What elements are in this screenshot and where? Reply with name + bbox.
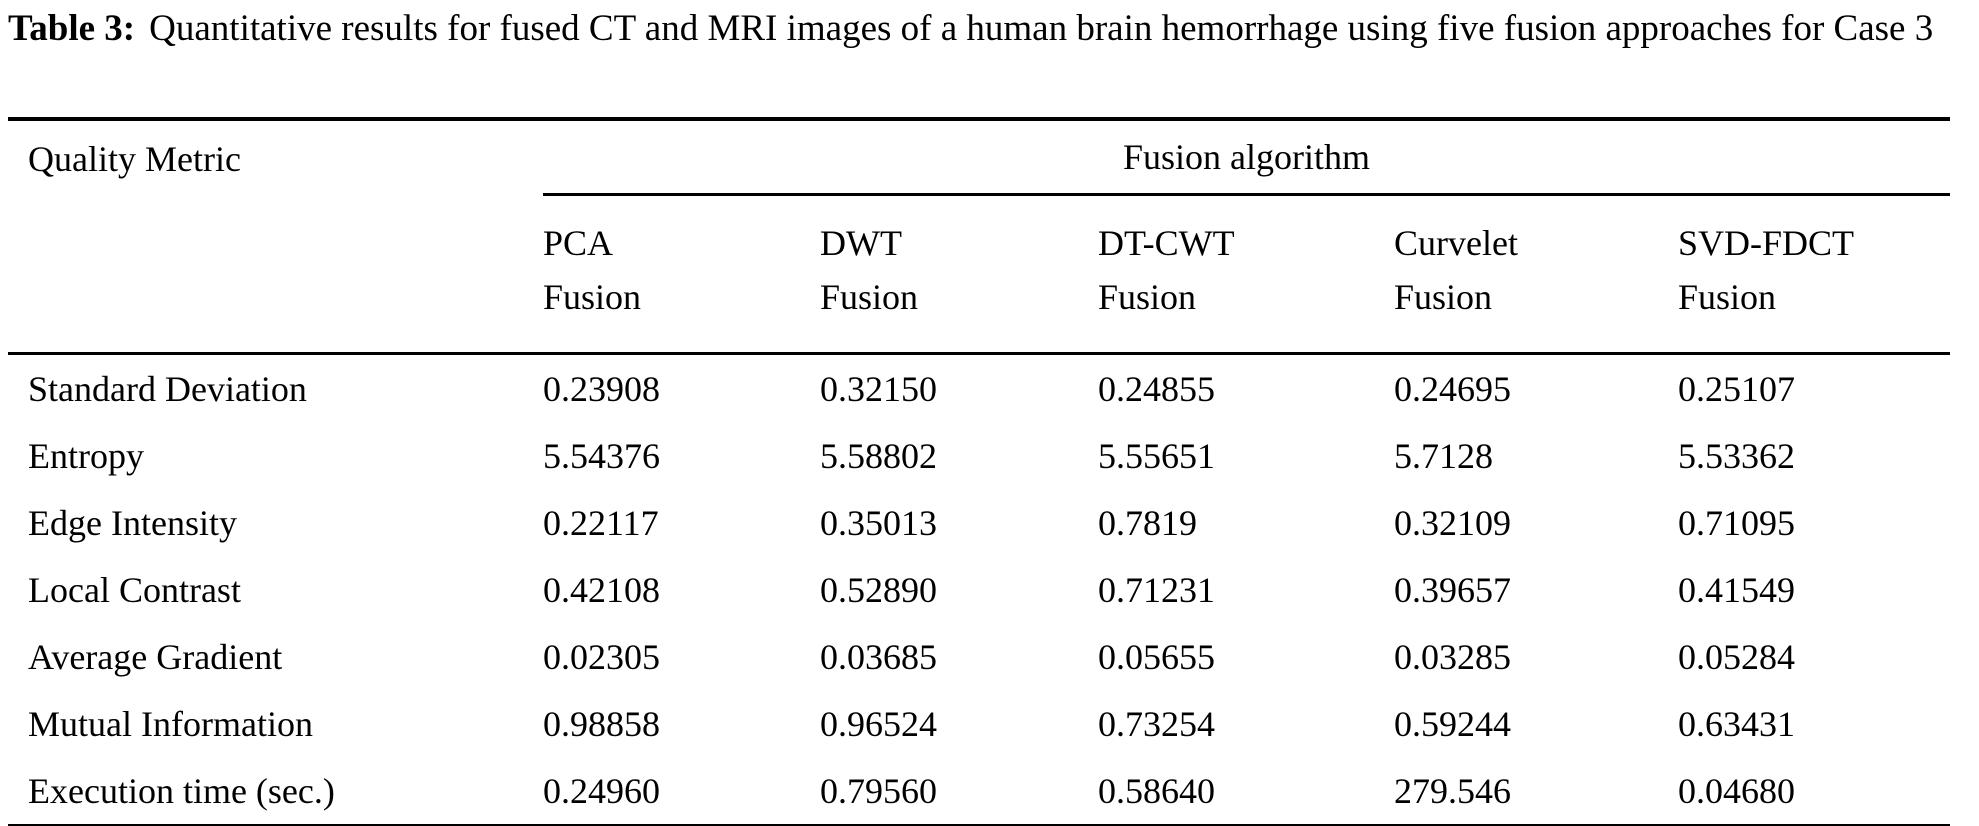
value-cell: 5.53362	[1678, 435, 1795, 476]
value-cell: 0.32109	[1394, 502, 1511, 543]
table-column-header-row: PCA Fusion DWT Fusion DT-CWT Fusion Curvelet Fu…	[8, 196, 1950, 352]
column-header-line1: DWT	[820, 223, 902, 263]
value-cell: 0.35013	[820, 502, 937, 543]
value-cell: 0.24855	[1098, 368, 1215, 409]
results-table: Quality Metric Fusion algorithm PCA Fusio…	[8, 117, 1950, 826]
value-cell: 0.71231	[1098, 569, 1215, 610]
value-cell: 0.79560	[820, 770, 937, 811]
table-row: Edge Intensity 0.22117 0.35013 0.7819 0.3210…	[8, 489, 1950, 556]
value-cell: 0.63431	[1678, 703, 1795, 744]
metric-label: Execution time (sec.)	[28, 770, 335, 811]
table-caption-label: Table 3:	[8, 8, 136, 49]
value-cell: 0.22117	[543, 502, 659, 543]
value-cell: 0.04680	[1678, 770, 1795, 811]
column-header-line2: Fusion	[1678, 277, 1777, 317]
metric-label: Standard Deviation	[28, 368, 307, 409]
column-header-line2: Fusion	[820, 277, 919, 317]
column-header-line2: Fusion	[1098, 277, 1197, 317]
table-body: Standard Deviation 0.23908 0.32150 0.24855 0…	[8, 355, 1950, 824]
value-cell: 0.71095	[1678, 502, 1795, 543]
value-cell: 0.24695	[1394, 368, 1511, 409]
table-row: Mutual Information 0.98858 0.96524 0.73254 0…	[8, 690, 1950, 757]
table-row: Entropy 5.54376 5.58802 5.55651 5.7128 5.5336…	[8, 422, 1950, 489]
table-row: Local Contrast 0.42108 0.52890 0.71231 0.396…	[8, 556, 1950, 623]
table-row: Execution time (sec.) 0.24960 0.79560 0.586…	[8, 757, 1950, 824]
table-caption-text: Quantitative results for fused CT and MR…	[149, 8, 1934, 49]
value-cell: 5.58802	[820, 435, 937, 476]
value-cell: 0.03685	[820, 636, 937, 677]
value-cell: 279.546	[1394, 770, 1511, 811]
table-row: Average Gradient 0.02305 0.03685 0.05655 0.0…	[8, 623, 1950, 690]
column-header-line1: SVD-FDCT	[1678, 223, 1855, 263]
value-cell: 5.55651	[1098, 435, 1215, 476]
value-cell: 0.02305	[543, 636, 660, 677]
column-header-curvelet: Curvelet Fusion	[1394, 216, 1678, 352]
value-cell: 0.39657	[1394, 569, 1511, 610]
fusion-algorithm-group-cell: Fusion algorithm	[543, 121, 1950, 196]
value-cell: 0.59244	[1394, 703, 1511, 744]
value-cell: 0.96524	[820, 703, 937, 744]
column-header-pca: PCA Fusion	[543, 216, 820, 352]
value-cell: 0.41549	[1678, 569, 1795, 610]
value-cell: 0.52890	[820, 569, 937, 610]
value-cell: 0.98858	[543, 703, 660, 744]
metric-label: Average Gradient	[28, 636, 283, 677]
column-header-line1: DT-CWT	[1098, 223, 1235, 263]
metric-label: Mutual Information	[28, 703, 313, 744]
value-cell: 5.7128	[1394, 435, 1493, 476]
table-row: Standard Deviation 0.23908 0.32150 0.24855 0…	[8, 355, 1950, 422]
value-cell: 0.73254	[1098, 703, 1215, 744]
column-header-line1: Curvelet	[1394, 223, 1518, 263]
value-cell: 0.24960	[543, 770, 660, 811]
value-cell: 0.32150	[820, 368, 937, 409]
value-cell: 0.25107	[1678, 368, 1795, 409]
column-header-spacer	[8, 216, 543, 352]
value-cell: 0.58640	[1098, 770, 1215, 811]
table-header-rule	[8, 352, 1950, 355]
fusion-algorithm-header: Fusion algorithm	[1122, 137, 1370, 177]
column-header-dwt: DWT Fusion	[820, 216, 1098, 352]
table-caption: Table 3: Quantitative results for fused C…	[8, 0, 1950, 117]
quality-metric-header: Quality Metric	[28, 138, 241, 179]
value-cell: 0.05284	[1678, 636, 1795, 677]
column-header-dt-cwt: DT-CWT Fusion	[1098, 216, 1394, 352]
metric-label: Entropy	[28, 435, 144, 476]
table-header-group-row: Quality Metric Fusion algorithm	[8, 121, 1950, 196]
value-cell: 0.03285	[1394, 636, 1511, 677]
column-header-line2: Fusion	[543, 277, 642, 317]
table-bottom-rule	[8, 824, 1950, 826]
value-cell: 0.7819	[1098, 502, 1197, 543]
value-cell: 5.54376	[543, 435, 660, 476]
metric-label: Edge Intensity	[28, 502, 237, 543]
column-header-line2: Fusion	[1394, 277, 1493, 317]
column-header-svd-fdct: SVD-FDCT Fusion	[1678, 216, 1950, 352]
value-cell: 0.05655	[1098, 636, 1215, 677]
value-cell: 0.42108	[543, 569, 660, 610]
metric-label: Local Contrast	[28, 569, 241, 610]
table-top-rule	[8, 117, 1950, 121]
value-cell: 0.23908	[543, 368, 660, 409]
column-header-line1: PCA	[543, 223, 614, 263]
